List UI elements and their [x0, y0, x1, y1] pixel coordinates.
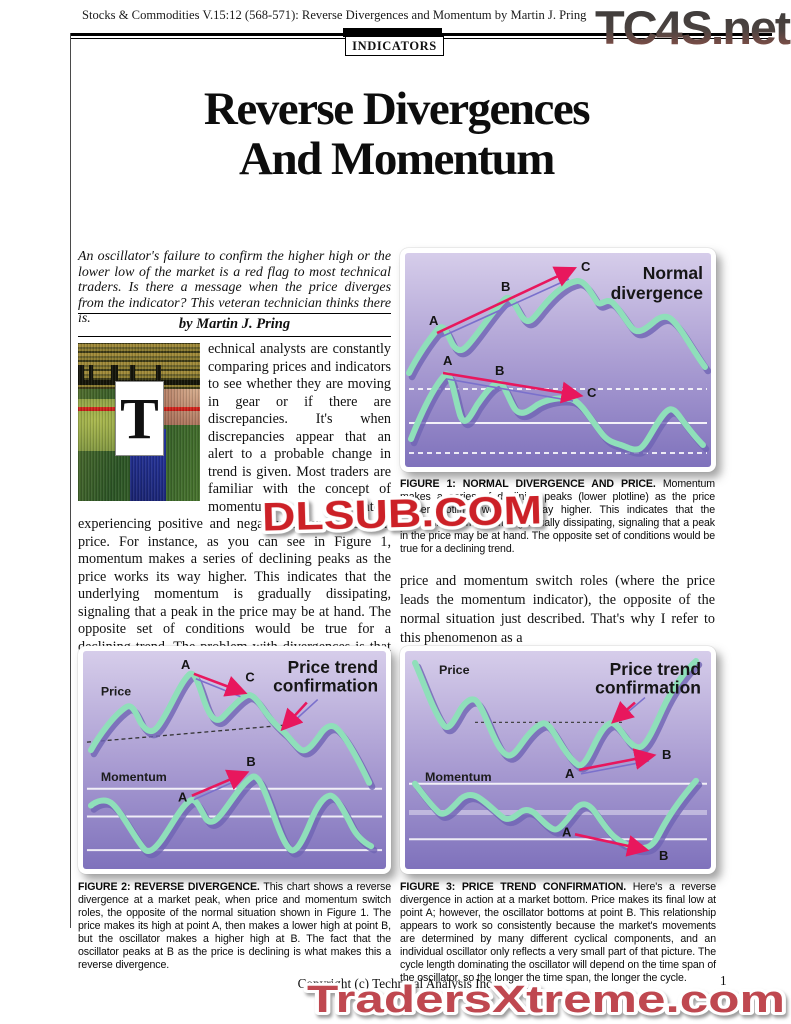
fig3-momentum-label: Momentum — [425, 770, 492, 784]
figure-3-chart: A B A B Price Momentum Price trend confi… — [405, 651, 711, 869]
page-number: 1 — [720, 973, 727, 988]
figure-1-frame: A B C A B C Normal divergence — [400, 248, 716, 472]
fig2-mom-label-a: A — [178, 790, 187, 805]
figure-3-caption-lead: FIGURE 3: PRICE TREND CONFIRMATION. — [400, 881, 627, 893]
price-support-dashed-line — [86, 723, 295, 743]
standfirst: An oscillator's failure to confirm the h… — [78, 249, 391, 327]
momentum-divergence-arrow — [442, 371, 584, 404]
left-margin-rule — [70, 33, 71, 928]
fig2-mom-label-b: B — [246, 754, 255, 769]
confirmation-arrow — [611, 700, 636, 724]
fig2-annotation-line2: confirmation — [273, 676, 378, 696]
figure-2-svg: A C A B Price Momentum Price trend confi… — [83, 651, 386, 869]
byline-rule-bottom — [78, 336, 391, 338]
dropcap-illustration: T — [78, 343, 200, 501]
momentum-trendline-blue — [446, 378, 574, 402]
fig1-price-label-b: B — [501, 279, 510, 294]
mom-ab-arrow — [574, 833, 650, 857]
figure-2-caption-text: This chart shows a reverse divergence at… — [78, 881, 392, 971]
figure-2-caption: FIGURE 2: REVERSE DIVERGENCE. This chart… — [78, 881, 391, 972]
tc4s-watermark: TC4S.net — [595, 1, 791, 54]
confirmation-arrow — [280, 701, 308, 732]
tradersxtreme-watermark-text: TradersXtreme.com — [307, 979, 785, 1021]
fig2-price-label-a: A — [181, 657, 190, 672]
copyright-line: Copyright (c) Technical Analysis Inc. — [297, 976, 496, 991]
dropcap-letter-box: T — [115, 381, 164, 456]
fig3-mom-label-a: A — [562, 824, 571, 839]
figure-1-svg: A B C A B C Normal divergence — [405, 253, 711, 467]
figure-3-caption-text: Here's a reverse divergence in action at… — [400, 881, 716, 984]
price-curve — [87, 670, 373, 786]
dropcap-letter: T — [120, 385, 159, 451]
momentum-curve — [408, 371, 706, 453]
momentum-curve-shadow — [90, 777, 378, 859]
journal-citation: Stocks & Commodities V.15:12 (568-571): … — [82, 8, 587, 22]
fig1-mom-label-b: B — [495, 363, 504, 378]
fig2-price-label: Price — [101, 685, 131, 699]
page-title: Reverse Divergences And Momentum — [78, 84, 715, 184]
momentum-curve — [87, 773, 375, 854]
price-divergence-arrow — [436, 266, 577, 335]
title-line-2: And Momentum — [239, 133, 555, 185]
figure-3-frame: A B A B Price Momentum Price trend confi… — [400, 646, 716, 874]
fig2-price-label-c: C — [245, 670, 254, 685]
figure-1-caption-text: Momentum makes a series of declining pea… — [400, 478, 715, 555]
fig2-momentum-label: Momentum — [101, 770, 167, 784]
price-ab-arrow — [578, 748, 657, 772]
mom-ab-arrow — [191, 769, 250, 797]
fig3-annotation-line1: Price trend — [610, 659, 701, 679]
fig1-annotation-line2: divergence — [611, 283, 704, 303]
fig3-mom-label-b: B — [659, 848, 668, 863]
fig1-price-label-c: C — [581, 259, 591, 274]
price-ac-arrow — [193, 672, 248, 697]
figure-1-caption: FIGURE 1: NORMAL DIVERGENCE AND PRICE. M… — [400, 478, 715, 556]
fig3-price-label-b: B — [662, 747, 671, 762]
fig3-price-label-a: A — [565, 766, 574, 781]
fig2-annotation-line1: Price trend — [288, 657, 378, 677]
dlsub-watermark-text: DLSUB.COM — [261, 488, 542, 539]
figure-1-chart: A B C A B C Normal divergence — [405, 253, 711, 467]
figure-2-frame: A C A B Price Momentum Price trend confi… — [78, 646, 391, 874]
fig1-price-label-a: A — [429, 313, 439, 328]
figure-2-chart: A C A B Price Momentum Price trend confi… — [83, 651, 386, 869]
section-label: INDICATORS — [352, 38, 437, 53]
price-curve — [412, 657, 699, 769]
fig3-price-label: Price — [439, 663, 470, 677]
dlsub-watermark: DLSUB.COM — [258, 485, 546, 543]
fig3-annotation-line2: confirmation — [595, 678, 701, 698]
tc4s-watermark-text: TC4S.net — [595, 1, 791, 54]
figure-3-caption: FIGURE 3: PRICE TREND CONFIRMATION. Here… — [400, 881, 716, 985]
figure-2-caption-lead: FIGURE 2: REVERSE DIVERGENCE. — [78, 881, 260, 893]
price-curve — [406, 278, 708, 376]
article-column-2: price and momentum switch roles (where t… — [400, 573, 715, 646]
byline-rule-top — [78, 313, 391, 315]
fig1-mom-label-c: C — [587, 385, 597, 400]
price-trendline-blue — [440, 278, 570, 338]
fig1-annotation-line1: Normal — [643, 263, 703, 283]
indicators-black-bar — [343, 28, 442, 37]
section-label-box: INDICATORS — [345, 36, 444, 56]
byline: by Martin J. Pring — [178, 316, 291, 332]
fig1-mom-label-a: A — [443, 353, 453, 368]
tradersxtreme-watermark: TradersXtreme.com — [304, 976, 788, 1024]
figure-1-caption-lead: FIGURE 1: NORMAL DIVERGENCE AND PRICE. — [400, 478, 656, 490]
figure-3-svg: A B A B Price Momentum Price trend confi… — [405, 651, 711, 869]
title-line-1: Reverse Divergences — [203, 83, 591, 135]
